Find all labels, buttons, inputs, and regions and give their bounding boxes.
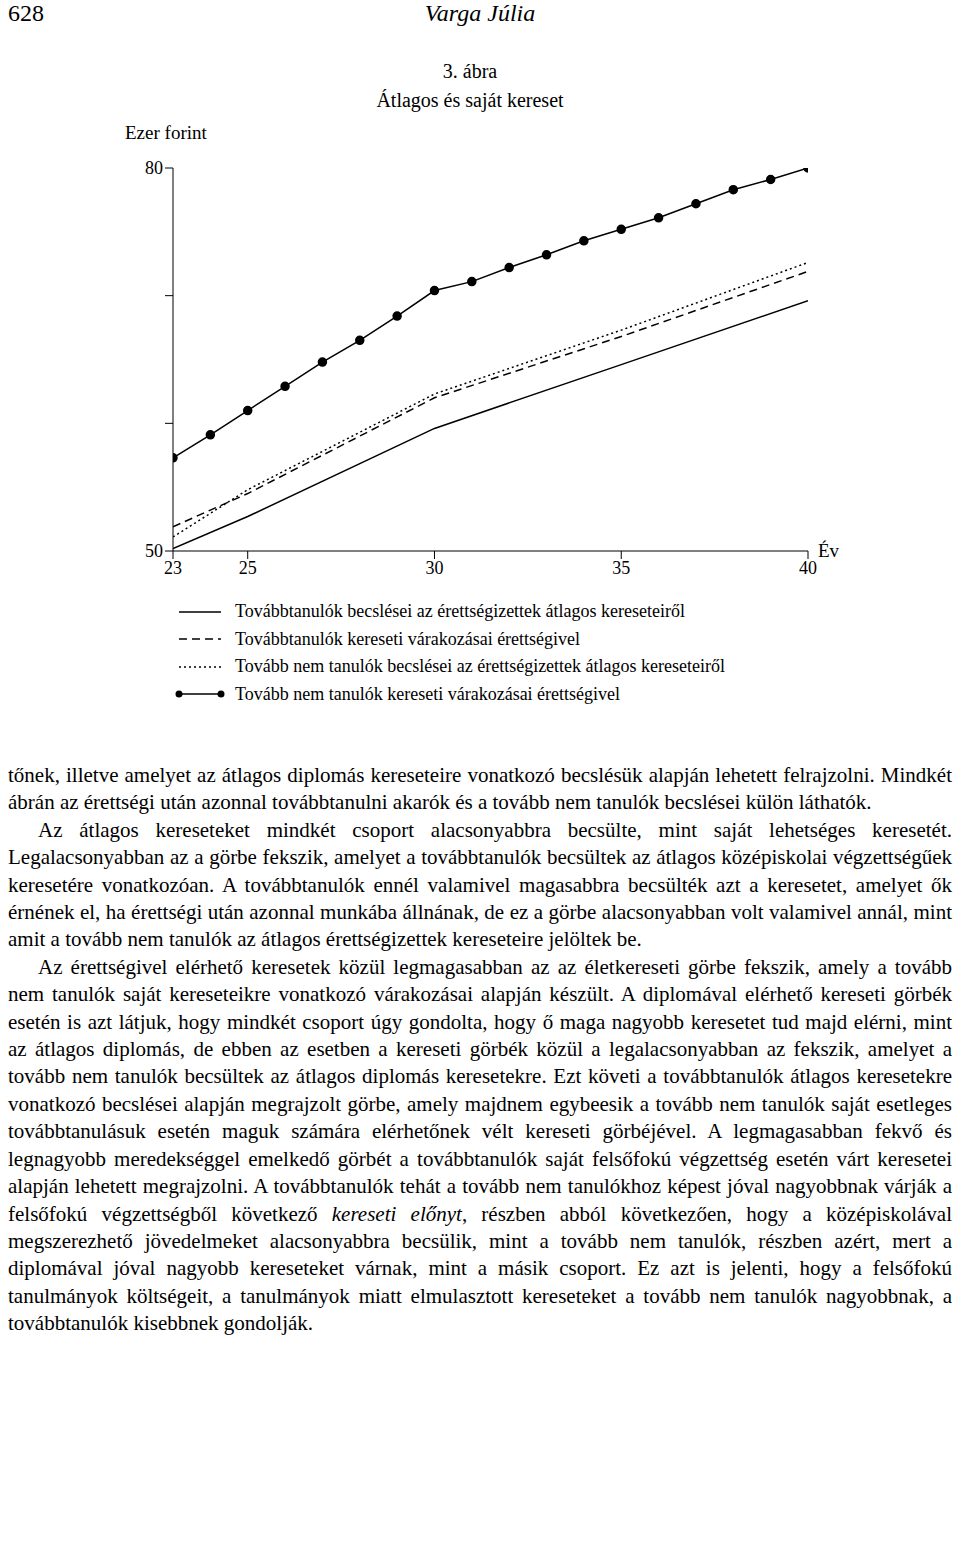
svg-text:23: 23 <box>164 558 182 578</box>
html-text:Tovább nem tanulók becslései a: Tovább nem tanulók becslései az érettség… <box>235 656 725 677</box>
html-text:Átlagos és saját kereset: Átlagos és saját kereset <box>376 89 564 111</box>
svg-text:35: 35 <box>612 558 630 578</box>
html-text:tőnek, illetve amelyet az átla: tőnek, illetve amelyet az átlagos diplom… <box>8 763 952 815</box>
svg-text:40: 40 <box>799 558 817 578</box>
html-text:Továbbtanulók kereseti várakoz: Továbbtanulók kereseti várakozásai érett… <box>235 628 581 649</box>
html-text:3. ábra: 3. ábra <box>442 60 498 82</box>
svg-text:50: 50 <box>145 541 163 561</box>
html-text:Továbbtanulók becslései az ére: Továbbtanulók becslései az érettségizett… <box>235 601 685 622</box>
svg-text:30: 30 <box>425 558 443 578</box>
html-text:Az átlagos kereseteket mindkét: Az átlagos kereseteket mindkét csoport a… <box>8 817 952 952</box>
html-text:Varga Júlia: Varga Júlia <box>424 0 536 26</box>
html-text:Év: Év <box>818 540 840 561</box>
svg-text:25: 25 <box>239 558 257 578</box>
html-text:Ezer forint: Ezer forint <box>125 122 207 143</box>
svg-text:80: 80 <box>145 158 163 178</box>
html-text:Tovább nem tanulók kereseti vá: Tovább nem tanulók kereseti várakozásai … <box>235 683 621 704</box>
html-text:628: 628 <box>8 0 44 26</box>
html-text:Az érettségivel elérhető keres: Az érettségivel elérhető keresetek közül… <box>8 954 952 1336</box>
